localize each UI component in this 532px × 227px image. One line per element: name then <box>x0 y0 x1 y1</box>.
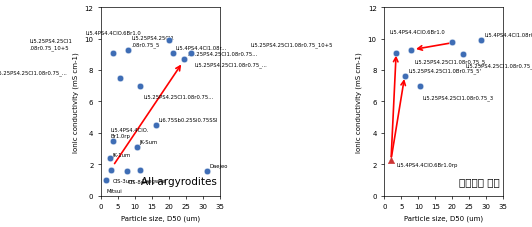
X-axis label: Particle size, D50 (um): Particle size, D50 (um) <box>404 215 484 222</box>
Point <box>415 84 424 88</box>
Point <box>387 158 395 162</box>
Point <box>109 139 117 143</box>
Point <box>168 52 177 55</box>
Text: Li5.25PS4.25Cl1.08r0.75_5: Li5.25PS4.25Cl1.08r0.75_5 <box>414 59 486 64</box>
Point <box>151 124 160 127</box>
Point <box>165 39 173 43</box>
Text: Li5.25PS4.25Cl1.08r0.75_...: Li5.25PS4.25Cl1.08r0.75_... <box>0 70 68 76</box>
Text: Li5.4PS4.4ClO.6Br1.0rp: Li5.4PS4.4ClO.6Br1.0rp <box>397 163 458 168</box>
Point <box>180 58 189 62</box>
Text: Li5.25PS4.25Cl1
.08r0.75_5: Li5.25PS4.25Cl1 .08r0.75_5 <box>131 36 174 47</box>
Text: Mitsui: Mitsui <box>106 189 122 193</box>
Point <box>105 156 114 160</box>
Y-axis label: Ionic conductivity (mS cm-1): Ionic conductivity (mS cm-1) <box>355 52 362 152</box>
Text: Li5.25PS4.25Cl1.08r0.75_10: Li5.25PS4.25Cl1.08r0.75_10 <box>466 63 532 69</box>
Text: Li5.4PS4.4Cl1.08r...: Li5.4PS4.4Cl1.08r... <box>176 46 227 51</box>
Text: CIS-8um: CIS-8um <box>128 179 151 184</box>
Text: Li5.25PS4.25Cl1
.08r0.75_10+5: Li5.25PS4.25Cl1 .08r0.75_10+5 <box>30 39 72 51</box>
Text: Li5.25PS4.25Cl1.08r0.75_3: Li5.25PS4.25Cl1.08r0.75_3 <box>423 95 494 100</box>
Point <box>448 42 456 45</box>
Point <box>407 49 415 52</box>
Point <box>132 146 141 149</box>
Text: JK-1um: JK-1um <box>112 152 131 157</box>
Point <box>401 75 409 79</box>
Text: Li5.4PS4.4Cl1.08r0.6: Li5.4PS4.4Cl1.08r0.6 <box>484 33 532 38</box>
Point <box>477 39 486 43</box>
Text: Li5.25PS4.25Cl1.08r0.75_10+5: Li5.25PS4.25Cl1.08r0.75_10+5 <box>251 42 333 48</box>
Point <box>109 52 117 55</box>
Point <box>392 52 401 55</box>
Point <box>124 49 132 52</box>
Text: Li5.25PS4.25Cl1.0Br0.75_5': Li5.25PS4.25Cl1.0Br0.75_5' <box>409 69 482 74</box>
Point <box>136 84 145 88</box>
Point <box>136 168 145 172</box>
Point <box>187 52 196 55</box>
Text: All argyrodites: All argyrodites <box>141 177 217 187</box>
Text: Li5.25PS4.25Cl1.08r0.75_...: Li5.25PS4.25Cl1.08r0.75_... <box>194 62 267 67</box>
X-axis label: Particle size, D50 (um): Particle size, D50 (um) <box>121 215 200 222</box>
Point <box>122 169 131 173</box>
Text: Li5.4PS4.4ClO.6Br1.0: Li5.4PS4.4ClO.6Br1.0 <box>86 30 142 35</box>
Text: Daejeo: Daejeo <box>210 163 228 168</box>
Text: Dongwha: Dongwha <box>142 178 167 183</box>
Y-axis label: Ionic conductivity (mS cm-1): Ionic conductivity (mS cm-1) <box>72 52 79 152</box>
Text: Li5.25PS4.25Cl1.08r0.75...: Li5.25PS4.25Cl1.08r0.75... <box>187 52 257 57</box>
Text: JK-Sum: JK-Sum <box>139 140 158 145</box>
Text: Li6.75Sb0.25Si0.75SSI: Li6.75Sb0.25Si0.75SSI <box>159 118 218 123</box>
Text: Li5.4PS4.4ClO.6Br1.0: Li5.4PS4.4ClO.6Br1.0 <box>390 30 446 35</box>
Text: Li5.4PS4.4ClO.
Br1.0rp: Li5.4PS4.4ClO. Br1.0rp <box>110 128 148 138</box>
Text: 합성조건 영향: 합성조건 영향 <box>459 177 500 187</box>
Point <box>458 53 467 57</box>
Point <box>102 178 111 182</box>
Point <box>107 168 115 172</box>
Point <box>202 169 211 173</box>
Text: CIS-3um: CIS-3um <box>113 178 135 183</box>
Text: Li5.25PS4.25Cl1.08r0.75...: Li5.25PS4.25Cl1.08r0.75... <box>143 95 213 100</box>
Point <box>115 77 124 80</box>
